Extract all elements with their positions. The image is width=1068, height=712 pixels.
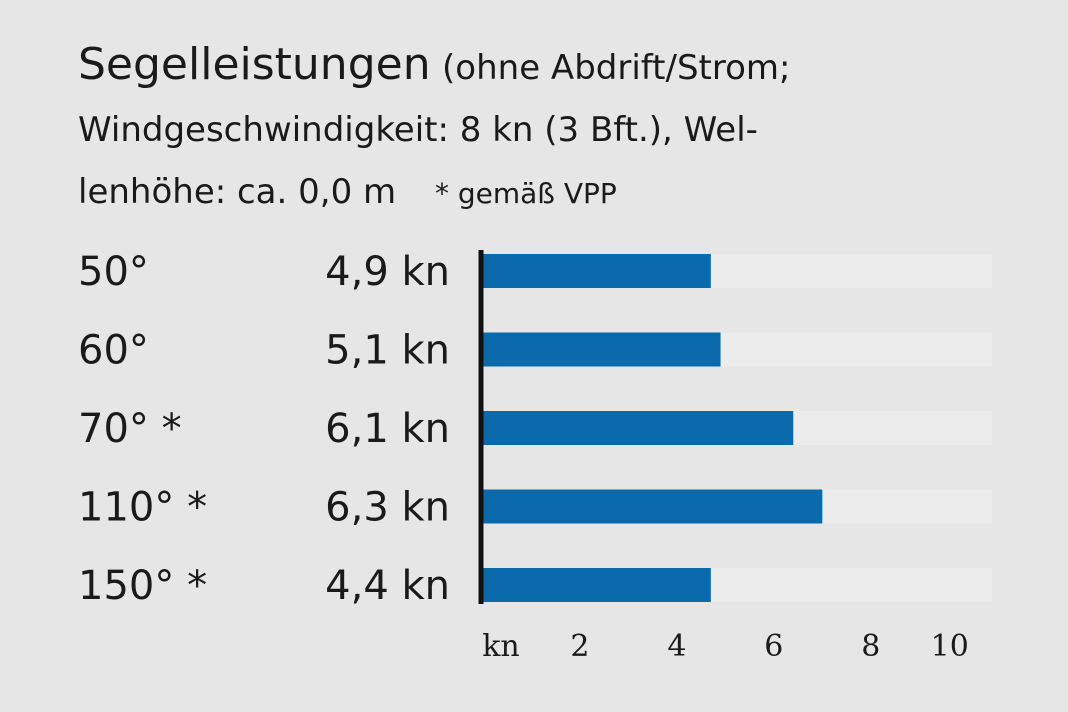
- chart-title-block: Segelleistungen (ohne Abdrift/Strom; Win…: [78, 34, 1038, 225]
- value-label: 6,3 kn: [325, 485, 450, 531]
- bar: [483, 254, 711, 288]
- x-axis-unit-label: kn: [482, 629, 520, 664]
- value-label: 4,4 kn: [325, 563, 450, 609]
- x-tick-label: 4: [667, 629, 686, 664]
- bar: [483, 411, 794, 445]
- value-label: 6,1 kn: [325, 406, 450, 452]
- x-tick-label: 6: [764, 629, 783, 664]
- bar: [483, 332, 721, 367]
- x-tick-label: 8: [861, 629, 880, 664]
- value-label: 5,1 kn: [325, 328, 450, 374]
- category-label: 70° *: [78, 406, 182, 452]
- chart-footnote: * gemäß VPP: [434, 177, 617, 210]
- x-tick-label: 2: [570, 629, 589, 664]
- chart-subtitle-line-2: Windgeschwindigkeit: 8 kn (3 Bft.), Wel-: [78, 110, 758, 150]
- bar: [483, 568, 711, 602]
- chart-subtitle-part-1: (ohne Abdrift/Strom;: [442, 48, 791, 88]
- category-label: 110° *: [78, 485, 207, 531]
- value-label: 4,9 kn: [325, 249, 450, 295]
- category-label: 60°: [78, 328, 149, 374]
- chart-subtitle-line-3: lenhöhe: ca. 0,0 m * gemäß VPP: [78, 161, 1038, 225]
- chart-title-line-1: Segelleistungen (ohne Abdrift/Strom;: [78, 34, 1038, 99]
- chart-subtitle-part-3: lenhöhe: ca. 0,0 m: [78, 172, 397, 212]
- category-label: 50°: [78, 249, 149, 295]
- x-tick-label: 10: [931, 629, 969, 664]
- bar: [483, 489, 823, 524]
- category-label: 150° *: [78, 563, 207, 609]
- chart-title: Segelleistungen: [78, 39, 431, 90]
